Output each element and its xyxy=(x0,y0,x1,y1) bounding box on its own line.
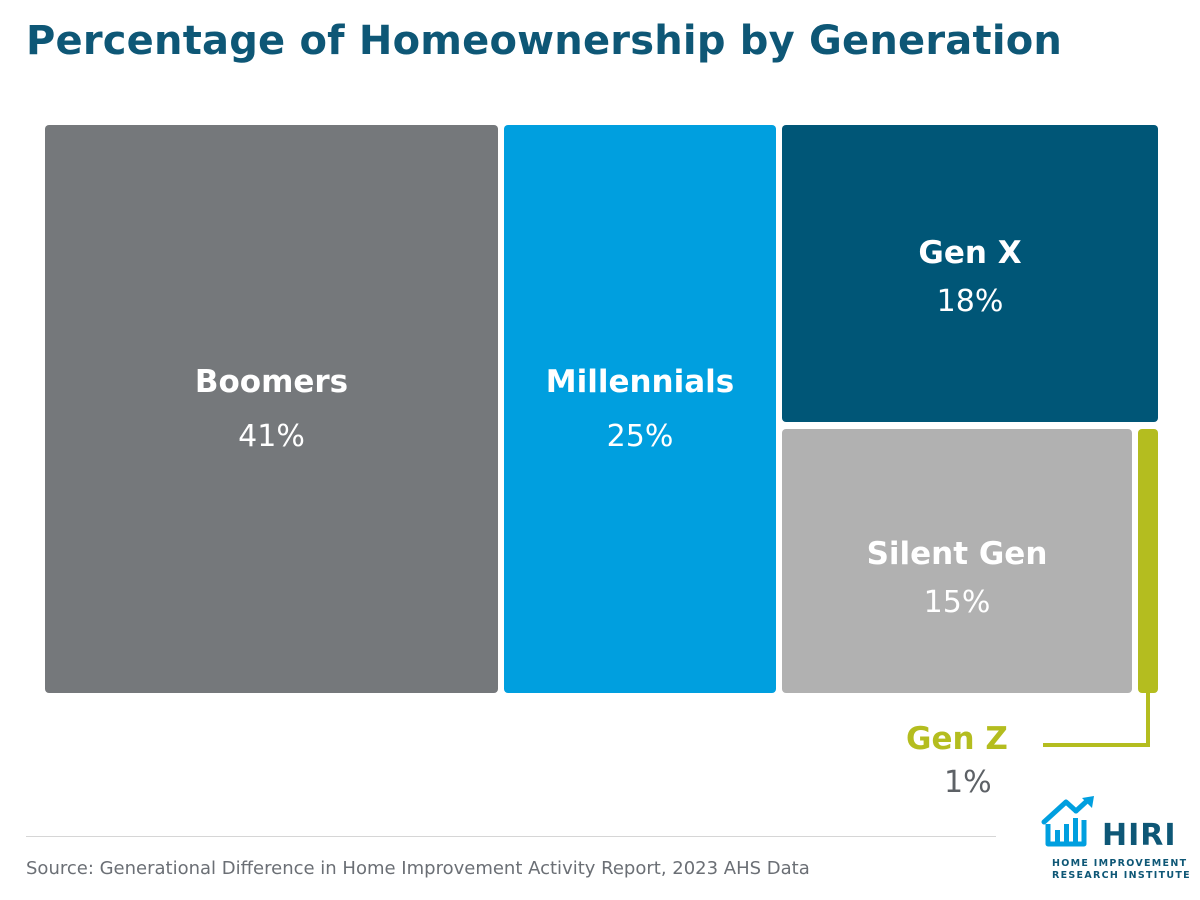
logo-line-1: HOME IMPROVEMENT xyxy=(1052,858,1188,869)
tile-gen-x-name: Gen X xyxy=(918,235,1022,271)
logo-wordmark: HIRI xyxy=(1102,818,1177,853)
tile-boomers-value: 41% xyxy=(238,418,305,454)
gen-z-value: 1% xyxy=(944,765,992,800)
gen-z-label: Gen Z xyxy=(906,721,1008,757)
tile-gen-x-value: 18% xyxy=(936,284,1004,319)
tile-boomers-name: Boomers xyxy=(194,363,349,400)
tile-boomers: Boomers 41% xyxy=(45,125,498,693)
source-note: Source: Generational Difference in Home … xyxy=(26,858,810,879)
tile-silent-gen-name: Silent Gen xyxy=(866,535,1048,572)
logo-line-2: RESEARCH INSTITUTE xyxy=(1052,870,1191,881)
footer-divider xyxy=(26,836,996,837)
tile-millennials-value: 25% xyxy=(606,418,674,454)
tile-millennials-name: Millennials xyxy=(545,363,735,400)
tile-silent-gen: Silent Gen 15% xyxy=(782,429,1132,693)
tile-gen-z xyxy=(1138,429,1158,693)
tile-silent-gen-value: 15% xyxy=(923,584,991,620)
tile-millennials: Millennials 25% xyxy=(504,125,776,693)
tile-gen-x: Gen X 18% xyxy=(782,125,1158,422)
chart-title: Percentage of Homeownership by Generatio… xyxy=(26,18,1063,64)
house-chart-icon xyxy=(1041,796,1094,847)
hiri-logo: HIRI HOME IMPROVEMENT RESEARCH INSTITUTE xyxy=(1040,796,1190,886)
